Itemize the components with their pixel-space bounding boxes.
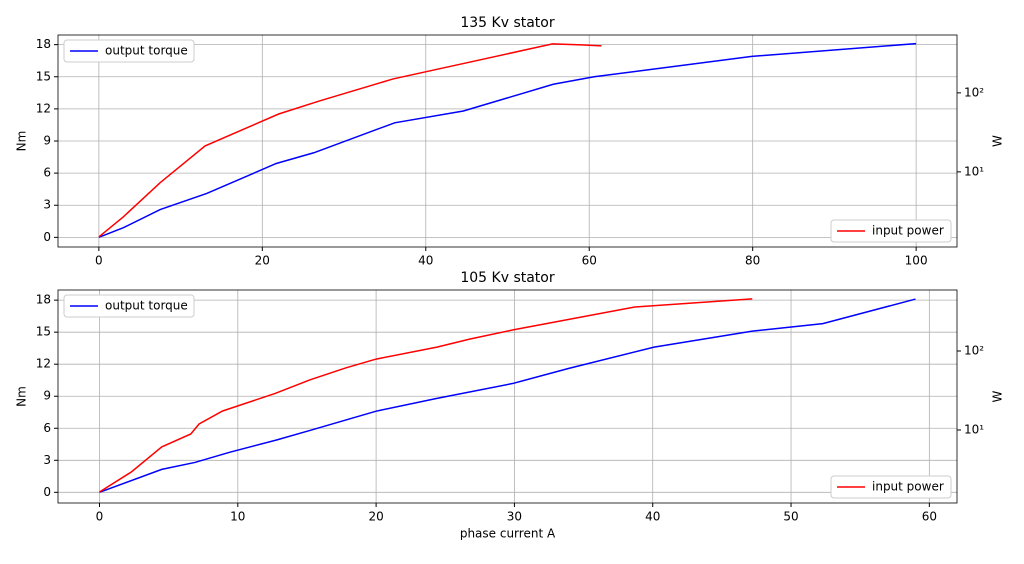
x-tick-label: 60 (922, 510, 937, 524)
line-series (98, 43, 602, 238)
y-tick-label: 9 (43, 134, 51, 148)
x-tick-label: 50 (783, 510, 798, 524)
y-tick-label: 6 (43, 421, 51, 435)
y-tick-label: 9 (43, 389, 51, 403)
x-tick-label: 10 (230, 510, 245, 524)
legend-box (830, 475, 952, 499)
y-tick-label: 18 (36, 37, 51, 51)
x-axis-label: phase current A (460, 527, 556, 541)
x-tick-label: 20 (368, 510, 383, 524)
legend-label: input power (872, 224, 944, 238)
chart-title: 135 Kv stator (460, 15, 555, 31)
y-tick-label: 15 (36, 69, 51, 83)
x-tick-label: 20 (255, 254, 270, 268)
y2-axis-label: W (991, 390, 1005, 402)
y-tick-label: 3 (43, 453, 51, 467)
y-tick-label: 18 (36, 293, 51, 307)
x-tick-label: 0 (95, 254, 103, 268)
x-tick-label: 40 (418, 254, 433, 268)
legend-label: output torque (105, 44, 188, 58)
y2-tick-label: 10² (964, 85, 984, 99)
x-tick-label: 0 (96, 510, 104, 524)
legend-box (830, 219, 952, 243)
y-axis-label: Nm (15, 131, 29, 152)
y2-axis-label: W (991, 135, 1005, 147)
line-series (99, 298, 916, 494)
y-tick-label: 3 (43, 198, 51, 212)
x-tick-label: 30 (507, 510, 522, 524)
y-tick-label: 0 (43, 230, 51, 244)
chart-title: 105 Kv stator (460, 270, 555, 286)
x-tick-label: 40 (645, 510, 660, 524)
y-tick-label: 15 (36, 325, 51, 339)
x-tick-label: 80 (745, 254, 760, 268)
legend-label: input power (872, 480, 944, 494)
axes-frame (57, 289, 958, 504)
line-series (98, 42, 917, 239)
y2-tick-label: 10² (964, 344, 984, 358)
y-tick-label: 6 (43, 166, 51, 180)
legend-box (63, 294, 195, 318)
y-tick-label: 12 (36, 101, 51, 115)
y-tick-label: 12 (36, 357, 51, 371)
y2-tick-label: 10¹ (964, 422, 984, 436)
x-tick-label: 60 (582, 254, 597, 268)
y-axis-label: Nm (15, 386, 29, 407)
legend-label: output torque (105, 299, 188, 313)
line-series (99, 298, 753, 493)
axes-frame (57, 34, 958, 248)
y2-tick-label: 10¹ (964, 164, 984, 178)
legend-box (63, 39, 195, 63)
y-tick-label: 0 (43, 485, 51, 499)
x-tick-label: 100 (905, 254, 928, 268)
